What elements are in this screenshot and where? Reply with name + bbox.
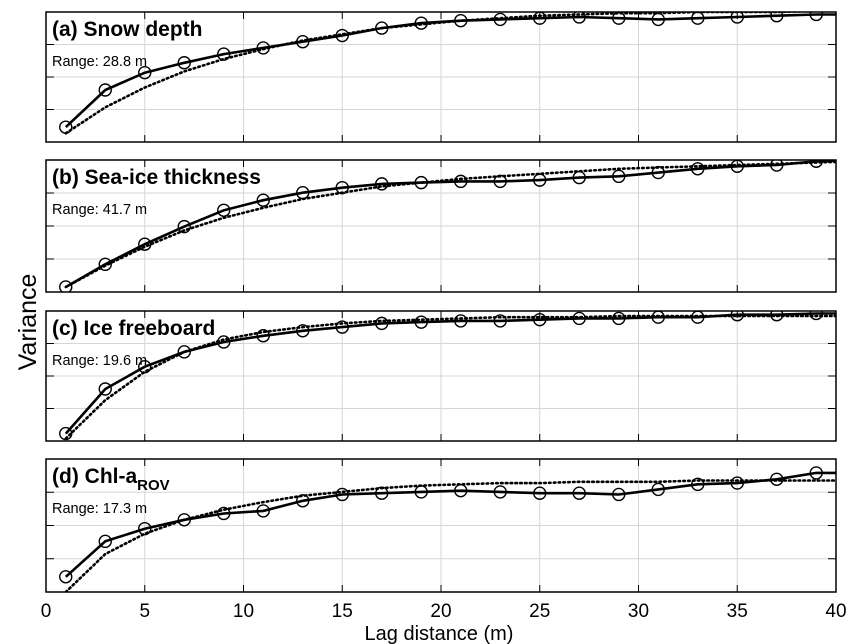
empirical-point (809, 12, 823, 22)
panel-title-main: (d) Chl-a (52, 465, 137, 488)
empirical-point (770, 12, 784, 23)
empirical-point (256, 329, 270, 343)
panel-frame (45, 159, 837, 293)
empirical-point (454, 483, 468, 498)
empirical-point (533, 312, 547, 327)
empirical-point (138, 65, 152, 80)
empirical-point (59, 280, 73, 292)
empirical-point (217, 506, 231, 521)
empirical-point (572, 311, 586, 326)
x-tick-label: 0 (41, 601, 52, 622)
panel-range-text: Range: 17.3 m (52, 501, 147, 517)
empirical-point (809, 466, 823, 480)
plot-area (59, 12, 836, 135)
panel-range-text: Range: 28.8 m (52, 54, 147, 70)
x-axis: 0 5 10 15 20 25 30 35 40 (41, 601, 847, 622)
plot-area (59, 160, 836, 292)
empirical-point (691, 477, 705, 492)
panel-frame (45, 310, 837, 442)
empirical-point (177, 219, 191, 234)
model-fit-line (64, 12, 836, 135)
empirical-point (454, 314, 468, 328)
plot-area (59, 466, 836, 592)
y-axis-label: Variance (14, 274, 42, 371)
empirical-point (809, 311, 823, 321)
empirical-point (98, 83, 112, 97)
x-tick-label: 5 (139, 601, 150, 622)
plot-area (59, 311, 836, 441)
empirical-point (138, 521, 152, 536)
empirical-point (572, 12, 586, 24)
empirical-point (414, 315, 428, 329)
model-fit-line (64, 479, 836, 592)
empirical-point (217, 203, 231, 217)
panel-range-text: Range: 41.7 m (52, 202, 147, 218)
empirical-variogram-line (64, 13, 836, 129)
empirical-point (296, 324, 310, 338)
empirical-point (98, 534, 112, 549)
empirical-point (98, 257, 112, 272)
panels-layer: (a) Snow depth Range: 28.8 m (b) Sea-ice t… (45, 11, 837, 593)
empirical-point (612, 169, 626, 184)
x-tick-label: 25 (529, 601, 550, 622)
empirical-point (493, 12, 507, 27)
panel-title-main: (a) Snow depth (52, 18, 203, 41)
empirical-point (256, 504, 270, 518)
panel-1: (b) Sea-ice thickness Range: 41.7 m (45, 159, 837, 293)
empirical-point (454, 174, 468, 189)
panel-2: (c) Ice freeboard Range: 19.6 m (45, 310, 837, 442)
empirical-point (533, 486, 547, 500)
x-tick-label: 30 (628, 601, 649, 622)
panel-range-text: Range: 19.6 m (52, 353, 147, 369)
empirical-point (335, 320, 349, 334)
x-tick-label: 15 (332, 601, 353, 622)
x-tick-label: 10 (233, 601, 254, 622)
x-tick-label: 20 (430, 601, 451, 622)
panel-title: (b) Sea-ice thickness (52, 166, 261, 189)
empirical-point (770, 160, 784, 172)
empirical-point (691, 162, 705, 176)
empirical-point (375, 316, 389, 331)
panel-title: (a) Snow depth (52, 18, 203, 41)
empirical-point (177, 513, 191, 527)
panel-title: (d) Chl-aROV (52, 465, 170, 494)
panel-frame (45, 458, 837, 593)
empirical-point (651, 482, 665, 497)
empirical-point (177, 345, 191, 359)
empirical-point (730, 311, 744, 322)
panel-title-subscript: ROV (137, 477, 170, 494)
empirical-point (493, 485, 507, 499)
model-fit-line (64, 314, 836, 440)
empirical-point (335, 487, 349, 502)
empirical-point (59, 570, 73, 584)
empirical-point (572, 486, 586, 500)
empirical-point (414, 16, 428, 30)
empirical-point (98, 382, 112, 396)
empirical-point (612, 311, 626, 326)
empirical-point (730, 12, 744, 24)
empirical-point (809, 160, 823, 168)
model-fit-line (64, 160, 836, 289)
empirical-point (533, 173, 547, 187)
empirical-point (296, 494, 310, 508)
empirical-point (612, 487, 626, 502)
empirical-point (256, 193, 270, 207)
empirical-variogram-line (65, 160, 836, 289)
empirical-point (493, 314, 507, 328)
x-axis-label: Lag distance (m) (365, 623, 514, 644)
panel-title: (c) Ice freeboard (52, 317, 215, 340)
panel-3: (d) Chl-aROV Range: 17.3 m (45, 458, 837, 593)
panel-title-main: (c) Ice freeboard (52, 317, 215, 340)
panel-0: (a) Snow depth Range: 28.8 m (45, 11, 837, 143)
x-tick-label: 35 (727, 601, 748, 622)
empirical-point (375, 177, 389, 191)
panel-title-main: (b) Sea-ice thickness (52, 166, 261, 189)
x-tick-label: 40 (825, 601, 846, 622)
empirical-point (177, 56, 191, 70)
panel-frame (45, 11, 837, 143)
empirical-point (730, 476, 744, 490)
